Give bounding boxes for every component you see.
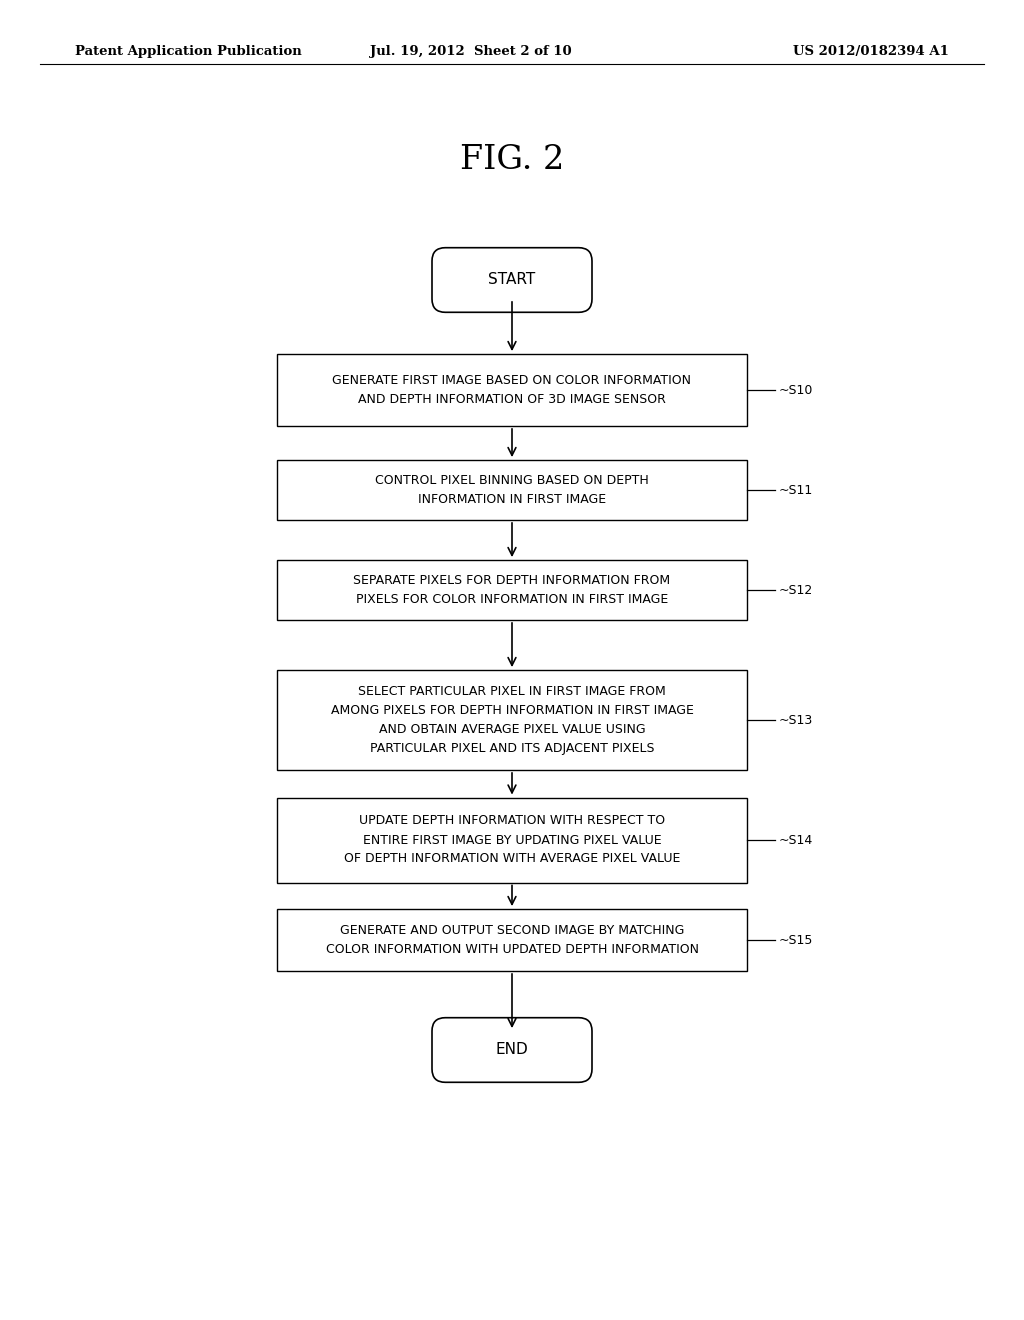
Text: UPDATE DEPTH INFORMATION WITH RESPECT TO
ENTIRE FIRST IMAGE BY UPDATING PIXEL VA: UPDATE DEPTH INFORMATION WITH RESPECT TO… bbox=[344, 814, 680, 866]
Text: SEPARATE PIXELS FOR DEPTH INFORMATION FROM
PIXELS FOR COLOR INFORMATION IN FIRST: SEPARATE PIXELS FOR DEPTH INFORMATION FR… bbox=[353, 574, 671, 606]
Bar bbox=[278, 797, 746, 883]
Text: ~S13: ~S13 bbox=[779, 714, 813, 726]
Bar bbox=[278, 459, 746, 520]
FancyBboxPatch shape bbox=[432, 248, 592, 313]
Text: GENERATE FIRST IMAGE BASED ON COLOR INFORMATION
AND DEPTH INFORMATION OF 3D IMAG: GENERATE FIRST IMAGE BASED ON COLOR INFO… bbox=[333, 374, 691, 407]
Text: START: START bbox=[488, 272, 536, 288]
Text: Jul. 19, 2012  Sheet 2 of 10: Jul. 19, 2012 Sheet 2 of 10 bbox=[371, 45, 571, 58]
Bar bbox=[278, 560, 746, 620]
Text: GENERATE AND OUTPUT SECOND IMAGE BY MATCHING
COLOR INFORMATION WITH UPDATED DEPT: GENERATE AND OUTPUT SECOND IMAGE BY MATC… bbox=[326, 924, 698, 956]
Text: SELECT PARTICULAR PIXEL IN FIRST IMAGE FROM
AMONG PIXELS FOR DEPTH INFORMATION I: SELECT PARTICULAR PIXEL IN FIRST IMAGE F… bbox=[331, 685, 693, 755]
Text: ~S11: ~S11 bbox=[779, 483, 813, 496]
Text: ~S12: ~S12 bbox=[779, 583, 813, 597]
Text: FIG. 2: FIG. 2 bbox=[460, 144, 564, 176]
Text: CONTROL PIXEL BINNING BASED ON DEPTH
INFORMATION IN FIRST IMAGE: CONTROL PIXEL BINNING BASED ON DEPTH INF… bbox=[375, 474, 649, 506]
Text: ~S14: ~S14 bbox=[779, 833, 813, 846]
Text: Patent Application Publication: Patent Application Publication bbox=[75, 45, 302, 58]
Text: ~S10: ~S10 bbox=[779, 384, 813, 396]
Text: ~S15: ~S15 bbox=[779, 933, 813, 946]
Text: END: END bbox=[496, 1043, 528, 1057]
FancyBboxPatch shape bbox=[432, 1018, 592, 1082]
Text: US 2012/0182394 A1: US 2012/0182394 A1 bbox=[794, 45, 949, 58]
Bar bbox=[278, 909, 746, 972]
Bar bbox=[278, 671, 746, 770]
Bar bbox=[278, 354, 746, 426]
